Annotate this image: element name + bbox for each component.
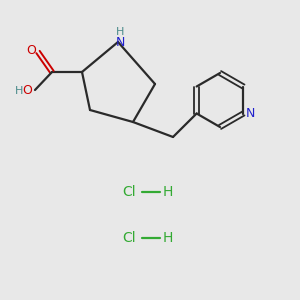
Text: N: N xyxy=(115,35,125,49)
Text: O: O xyxy=(26,44,36,58)
Text: Cl: Cl xyxy=(122,231,136,245)
Text: H: H xyxy=(163,185,173,199)
Text: H: H xyxy=(15,86,23,96)
Text: O: O xyxy=(22,85,32,98)
Text: Cl: Cl xyxy=(122,185,136,199)
Text: H: H xyxy=(163,231,173,245)
Text: H: H xyxy=(116,27,124,37)
Text: N: N xyxy=(246,107,255,120)
